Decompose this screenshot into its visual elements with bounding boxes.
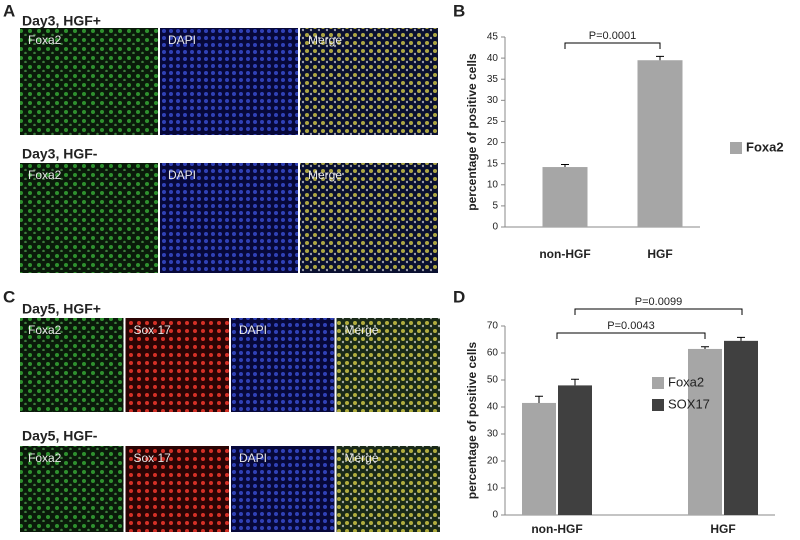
micrograph-cells	[231, 446, 335, 532]
y-tick-label: 20	[487, 137, 499, 148]
micrograph-cells	[20, 318, 124, 412]
y-tick-label: 60	[487, 348, 499, 359]
error-bar	[561, 164, 569, 168]
legend-label: Foxa2	[668, 374, 704, 389]
y-tick-label: 45	[487, 32, 499, 43]
bar	[637, 60, 683, 227]
y-tick-label: 5	[492, 201, 498, 212]
error-bar	[701, 346, 709, 349]
x-tick-label: non-HGF	[539, 247, 590, 261]
micrograph-cells	[160, 163, 298, 273]
bar	[558, 385, 592, 515]
legend-swatch	[730, 142, 742, 154]
channel-label: DAPI	[239, 451, 267, 465]
micrograph-cells	[300, 28, 438, 135]
channel-label: DAPI	[168, 168, 196, 182]
channel-label: Merge	[345, 451, 379, 465]
channel-label: Foxa2	[28, 323, 62, 337]
panel-letter: B	[453, 1, 465, 20]
bar	[522, 402, 556, 515]
y-axis-label: percentage of positive cells	[465, 53, 479, 211]
error-bar	[571, 378, 579, 386]
micrograph-cells	[336, 318, 440, 412]
legend-swatch	[652, 399, 664, 411]
legend-label: SOX17	[668, 396, 710, 411]
panel-letter: A	[3, 1, 15, 20]
row-title: Day5, HGF+	[22, 301, 101, 317]
micrograph-cells	[20, 28, 158, 135]
row-title: Day3, HGF+	[22, 13, 101, 29]
micrograph-cells	[160, 28, 298, 135]
y-tick-label: 30	[487, 95, 499, 106]
legend-swatch	[652, 377, 664, 389]
y-tick-label: 10	[487, 483, 499, 494]
micrograph-cells	[231, 318, 335, 412]
x-tick-label: HGF	[647, 247, 672, 261]
legend-label: Foxa2	[746, 139, 784, 154]
channel-label: Merge	[308, 33, 342, 47]
y-tick-label: 0	[492, 222, 498, 233]
channel-label: Foxa2	[28, 168, 62, 182]
micrograph-cells	[125, 318, 229, 412]
channel-label: Foxa2	[28, 451, 62, 465]
channel-label: Merge	[345, 323, 379, 337]
x-tick-label: non-HGF	[531, 522, 582, 536]
y-tick-label: 70	[487, 321, 499, 332]
channel-label: Foxa2	[28, 33, 62, 47]
y-tick-label: 30	[487, 429, 499, 440]
error-bar	[535, 395, 543, 403]
y-tick-label: 0	[492, 510, 498, 521]
p-value: P=0.0099	[635, 296, 682, 308]
micrograph-cells	[20, 446, 124, 532]
row-title: Day5, HGF-	[22, 428, 98, 444]
micrograph-cells	[336, 446, 440, 532]
error-bar	[656, 55, 664, 61]
channel-label: Merge	[308, 168, 342, 182]
channel-label: DAPI	[239, 323, 267, 337]
micrograph-cells	[125, 446, 229, 532]
error-bar	[737, 336, 745, 341]
y-tick-label: 35	[487, 74, 499, 85]
significance-bracket	[556, 332, 706, 339]
channel-label: DAPI	[168, 33, 196, 47]
channel-label: Sox 17	[134, 451, 172, 465]
panel-letter: D	[453, 287, 465, 306]
y-tick-label: 40	[487, 402, 499, 413]
significance-bracket	[564, 42, 661, 49]
bar	[688, 348, 722, 515]
p-value: P=0.0001	[589, 30, 636, 42]
bar	[724, 340, 758, 515]
bar	[542, 167, 588, 227]
panel-letter: C	[3, 287, 15, 306]
micrograph-cells	[20, 163, 158, 273]
y-tick-label: 25	[487, 116, 499, 127]
y-tick-label: 15	[487, 158, 499, 169]
row-title: Day3, HGF-	[22, 146, 98, 162]
y-tick-label: 40	[487, 53, 499, 64]
p-value: P=0.0043	[607, 320, 654, 332]
x-tick-label: HGF	[710, 522, 735, 536]
y-tick-label: 20	[487, 456, 499, 467]
y-axis-label: percentage of positive cells	[465, 341, 479, 499]
significance-bracket	[574, 308, 743, 315]
channel-label: Sox 17	[134, 323, 172, 337]
micrograph-cells	[300, 163, 438, 273]
y-tick-label: 10	[487, 179, 499, 190]
y-tick-label: 50	[487, 375, 499, 386]
